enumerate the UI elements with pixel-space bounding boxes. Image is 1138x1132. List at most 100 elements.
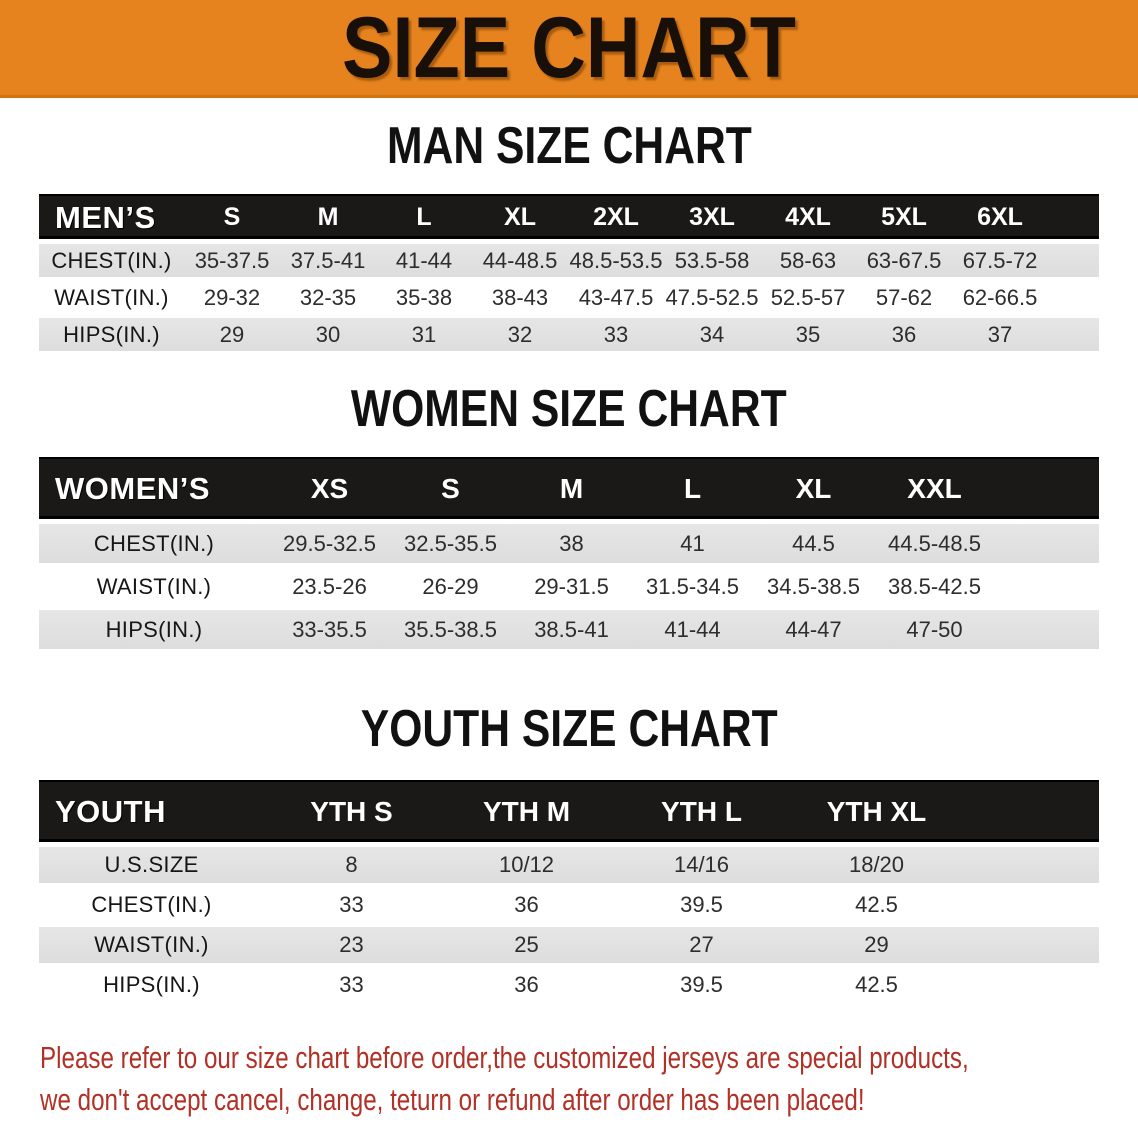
row-spacer: [964, 887, 1099, 927]
size-value-cell: 57-62: [856, 281, 952, 318]
measurement-row: CHEST(IN.) 29.5-32.5 32.5-35.5 38 41 44.5 44.5…: [39, 524, 1099, 567]
size-value-cell: 62-66.5: [952, 281, 1048, 318]
measurement-row: CHEST(IN.) 35-37.5 37.5-41 41-44 44-48.5 48.5…: [39, 244, 1099, 281]
size-column-header: M: [511, 457, 632, 524]
size-column-header: 4XL: [760, 194, 856, 244]
row-spacer: [964, 847, 1099, 887]
measurement-row: WAIST(IN.) 29-32 32-35 35-38 38-43 43-47.5 47.…: [39, 281, 1099, 318]
measurement-row: CHEST(IN.) 33 36 39.5 42.5: [39, 887, 1099, 927]
size-value-cell: 38-43: [472, 281, 568, 318]
size-value-cell: 44-48.5: [472, 244, 568, 281]
size-column-header: 5XL: [856, 194, 952, 244]
size-value-cell: 38.5-41: [511, 610, 632, 653]
size-value-cell: 42.5: [789, 967, 964, 1007]
size-value-cell: 8: [264, 847, 439, 887]
size-value-cell: 35-37.5: [184, 244, 280, 281]
measurement-row: WAIST(IN.) 23.5-26 26-29 29-31.5 31.5-34.5 34…: [39, 567, 1099, 610]
size-column-header: 6XL: [952, 194, 1048, 244]
size-value-cell: 23: [264, 927, 439, 967]
measurement-row: WAIST(IN.) 23 25 27 29: [39, 927, 1099, 967]
size-value-cell: 29-31.5: [511, 567, 632, 610]
table-group-label: WOMEN’S: [39, 457, 269, 524]
size-value-cell: 35: [760, 318, 856, 355]
measurement-row: U.S.SIZE 8 10/12 14/16 18/20: [39, 847, 1099, 887]
measurement-label: U.S.SIZE: [39, 847, 264, 887]
measurement-row: HIPS(IN.) 33-35.5 35.5-38.5 38.5-41 41-44 44-…: [39, 610, 1099, 653]
size-value-cell: 37: [952, 318, 1048, 355]
footer-note: Please refer to our size chart before or…: [40, 1037, 1138, 1121]
size-value-cell: 44-47: [753, 610, 874, 653]
size-column-header: M: [280, 194, 376, 244]
size-value-cell: 32.5-35.5: [390, 524, 511, 567]
size-column-header: XL: [753, 457, 874, 524]
youth-size-table: YOUTH YTH S YTH M YTH L YTH XL U.S.SIZE 8 10/12…: [39, 780, 1099, 1007]
size-value-cell: 36: [439, 887, 614, 927]
size-column-header: L: [376, 194, 472, 244]
size-table-header-row: MEN’S S M L XL 2XL 3XL 4XL 5XL 6XL: [39, 194, 1099, 244]
size-column-header: YTH S: [264, 780, 439, 847]
row-spacer: [964, 927, 1099, 967]
size-value-cell: 63-67.5: [856, 244, 952, 281]
size-value-cell: 23.5-26: [269, 567, 390, 610]
size-value-cell: 34: [664, 318, 760, 355]
size-column-header: YTH M: [439, 780, 614, 847]
measurement-label: CHEST(IN.): [39, 244, 184, 281]
measurement-label: WAIST(IN.): [39, 927, 264, 967]
measurement-label: CHEST(IN.): [39, 887, 264, 927]
mens-size-table: MEN’S S M L XL 2XL 3XL 4XL 5XL 6XL CHEST(IN.) 35-37…: [39, 194, 1099, 355]
row-spacer: [964, 967, 1099, 1007]
size-value-cell: 29-32: [184, 281, 280, 318]
women-size-chart-section: WOMEN SIZE CHART WOMEN’S XS S M L XL XXL CHEST(…: [0, 383, 1138, 653]
row-spacer: [995, 524, 1099, 567]
measurement-row: HIPS(IN.) 29 30 31 32 33 34 35 36 37: [39, 318, 1099, 355]
size-value-cell: 29: [184, 318, 280, 355]
size-column-header: XL: [472, 194, 568, 244]
size-value-cell: 34.5-38.5: [753, 567, 874, 610]
header-spacer: [964, 780, 1099, 847]
size-column-header: XS: [269, 457, 390, 524]
size-value-cell: 35-38: [376, 281, 472, 318]
size-value-cell: 27: [614, 927, 789, 967]
size-value-cell: 25: [439, 927, 614, 967]
size-value-cell: 53.5-58: [664, 244, 760, 281]
size-column-header: XXL: [874, 457, 995, 524]
size-value-cell: 31.5-34.5: [632, 567, 753, 610]
size-value-cell: 39.5: [614, 887, 789, 927]
size-value-cell: 67.5-72: [952, 244, 1048, 281]
page-title: SIZE CHART: [341, 0, 797, 96]
size-value-cell: 29: [789, 927, 964, 967]
size-value-cell: 44.5-48.5: [874, 524, 995, 567]
measurement-label: WAIST(IN.): [39, 567, 269, 610]
size-column-header: YTH XL: [789, 780, 964, 847]
size-column-header: L: [632, 457, 753, 524]
size-column-header: S: [184, 194, 280, 244]
size-value-cell: 29.5-32.5: [269, 524, 390, 567]
measurement-label: HIPS(IN.): [39, 610, 269, 653]
size-value-cell: 36: [856, 318, 952, 355]
size-column-header: 3XL: [664, 194, 760, 244]
row-spacer: [995, 610, 1099, 653]
size-value-cell: 30: [280, 318, 376, 355]
measurement-label: HIPS(IN.): [39, 318, 184, 355]
size-value-cell: 44.5: [753, 524, 874, 567]
size-value-cell: 43-47.5: [568, 281, 664, 318]
row-spacer: [1048, 318, 1099, 355]
size-value-cell: 35.5-38.5: [390, 610, 511, 653]
women-size-chart-heading: WOMEN SIZE CHART: [351, 380, 787, 438]
size-value-cell: 33-35.5: [269, 610, 390, 653]
size-value-cell: 33: [568, 318, 664, 355]
measurement-label: HIPS(IN.): [39, 967, 264, 1007]
size-value-cell: 39.5: [614, 967, 789, 1007]
size-table-header-row: WOMEN’S XS S M L XL XXL: [39, 457, 1099, 524]
table-group-label: YOUTH: [39, 780, 264, 847]
row-spacer: [1048, 244, 1099, 281]
size-column-header: S: [390, 457, 511, 524]
size-value-cell: 32: [472, 318, 568, 355]
size-value-cell: 31: [376, 318, 472, 355]
size-value-cell: 38.5-42.5: [874, 567, 995, 610]
footer-note-line-2: we don't accept cancel, change, teturn o…: [40, 1082, 865, 1117]
size-value-cell: 41-44: [376, 244, 472, 281]
size-value-cell: 14/16: [614, 847, 789, 887]
header-spacer: [995, 457, 1099, 524]
